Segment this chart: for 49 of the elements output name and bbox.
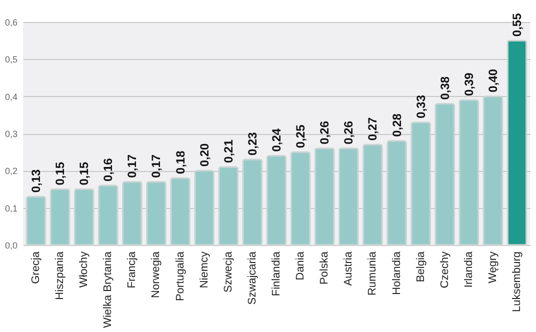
x-tick-label: Niemcy (198, 251, 210, 288)
x-tick-label: Szwajcaria (246, 250, 258, 305)
y-tick-label: 0,4 (4, 92, 18, 102)
x-tick-label: Irlandia (462, 250, 475, 288)
data-label: 0,28 (390, 113, 404, 137)
x-tick-label: Grecja (30, 250, 42, 284)
y-tick-label: 0,3 (4, 129, 18, 139)
data-label: 0,38 (438, 76, 452, 100)
data-label: 0,18 (173, 150, 188, 174)
data-label: 0,25 (294, 124, 308, 148)
x-tick-label: Węgry (486, 251, 499, 284)
y-tick-label: 0,2 (4, 166, 18, 176)
x-tick-label: Hiszpania (54, 250, 66, 300)
data-label: 0,16 (101, 158, 116, 182)
data-label: 0,26 (342, 120, 356, 144)
data-label: 0,20 (197, 142, 212, 167)
x-tick-label: Belgia (414, 250, 427, 282)
data-label: 0,13 (28, 169, 43, 193)
x-tick-label: Luksemburg (511, 252, 524, 312)
y-tick-label: 0,5 (4, 54, 18, 65)
data-label: 0,21 (221, 139, 236, 163)
x-tick-label: Holandia (390, 250, 403, 295)
data-label: 0,39 (462, 72, 476, 96)
data-label: 0,26 (318, 120, 332, 144)
x-tick-label: Finlandia (270, 250, 282, 296)
x-tick-label: Francja (126, 250, 138, 288)
data-label: 0,27 (366, 116, 380, 141)
data-label: 0,55 (510, 12, 524, 37)
x-tick-label: Portugalia (174, 250, 186, 302)
data-label: 0,40 (486, 68, 500, 92)
y-tick-label: 0,0 (4, 240, 18, 250)
x-tick-label: Szwecja (222, 250, 234, 292)
x-tick-label: Rumunia (366, 250, 379, 296)
x-tick-label: Dania (294, 250, 307, 280)
data-label: 0,24 (270, 128, 284, 152)
x-tick-label: Norwegia (150, 250, 162, 298)
y-tick-label: 0,1 (4, 203, 18, 214)
x-tick-label: Polska (318, 250, 331, 285)
x-tick-label: Austria (342, 250, 355, 286)
y-tick-label: 0,6 (4, 18, 18, 28)
data-label: 0,33 (414, 94, 428, 118)
data-label: 0,15 (77, 162, 92, 186)
x-tick-label: Wielka Brytania (102, 250, 114, 328)
data-label: 0,17 (149, 154, 164, 178)
x-tick-label: Włochy (78, 251, 90, 288)
x-tick-label: Czechy (438, 251, 451, 288)
data-label: 0,23 (245, 132, 260, 156)
data-label: 0,17 (125, 154, 140, 178)
data-label: 0,15 (53, 162, 68, 186)
